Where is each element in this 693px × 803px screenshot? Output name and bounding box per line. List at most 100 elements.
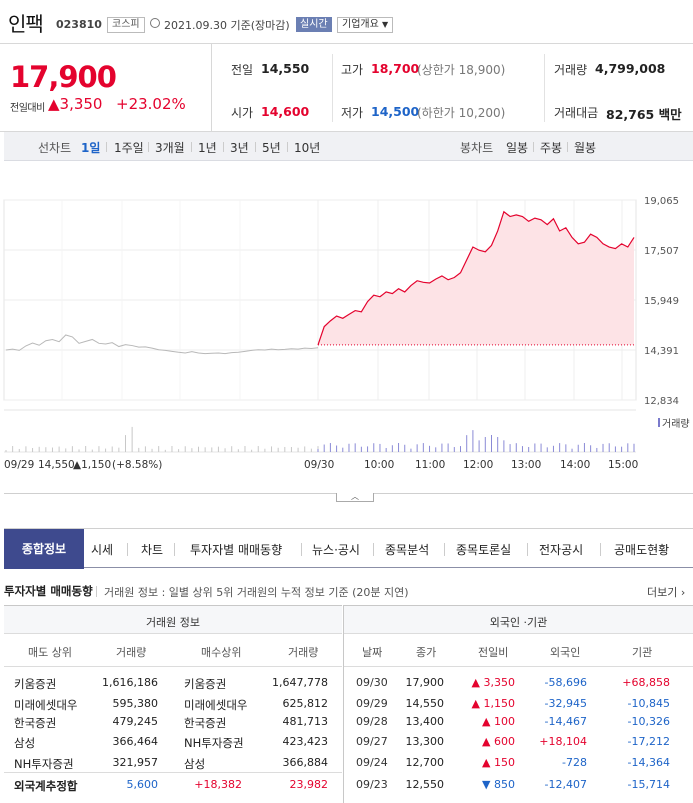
foreign-change: ▲ 1,150 (471, 697, 515, 710)
foreign-net: -12,407 (544, 778, 587, 791)
market-badge: 코스피 (107, 17, 145, 33)
foreign-date: 09/28 (356, 715, 388, 728)
chart-grid (3, 199, 637, 401)
tab-10year[interactable]: 10년 (294, 141, 321, 155)
foreign-change: ▲ 3,350 (471, 676, 515, 689)
stock-header: 인팩 023810 코스피 2021.09.30 기준(장마감) 실시간 기업개… (0, 0, 693, 44)
amount-label: 거래대금 (554, 106, 599, 120)
foreign-total-sell: 5,600 (126, 778, 159, 791)
change-amount: ▲3,350 (48, 95, 103, 113)
y-tick-label: 12,834 (644, 396, 679, 407)
volume-legend-swatch (658, 418, 660, 427)
sell-volume: 321,957 (112, 756, 159, 769)
y-tick-label: 14,391 (644, 346, 679, 357)
tab-news[interactable]: 뉴스·공시 (312, 543, 360, 557)
institution-net: -10,326 (627, 715, 670, 728)
tab-quotes[interactable]: 시세 (91, 543, 114, 557)
foreign-date: 09/30 (356, 676, 388, 689)
tab-overview[interactable]: 종합정보 (4, 529, 84, 569)
broker-header: 거래원 정보 (4, 605, 342, 634)
price-summary: 17,900 전일대비 ▲3,350 +23.02% 전일 14,550 시가 … (0, 44, 693, 132)
divider (600, 543, 601, 556)
chevron-down-icon: ▼ (382, 20, 389, 29)
intraday-price-chart: 19,065 17,507 15,949 14,391 12,834 (3, 196, 679, 453)
tab-weekly-candle[interactable]: 주봉 (540, 141, 563, 155)
prev-day-close: 14,550 (38, 459, 75, 471)
buy-volume: 481,713 (282, 715, 329, 728)
x-tick-label: 14:00 (560, 459, 591, 471)
prev-close-value: 14,550 (261, 61, 310, 76)
sell-broker-name: NH투자증권 (14, 757, 74, 771)
foreign-close: 12,550 (405, 778, 445, 791)
foreign-change: ▲ 600 (482, 735, 515, 748)
foreign-net: -58,696 (544, 676, 587, 689)
x-tick-label: 09/30 (304, 459, 335, 471)
foreign-change: ▲ 150 (482, 756, 515, 769)
tab-1year[interactable]: 1년 (198, 141, 217, 155)
buy-broker-name: NH투자증권 (184, 736, 244, 750)
divider (567, 142, 568, 152)
volume-legend-label: 거래량 (662, 419, 690, 430)
divider (223, 142, 224, 152)
tab-discussion[interactable]: 종목토론실 (456, 543, 512, 557)
sell-broker-name: 한국증권 (14, 716, 57, 730)
foreign-close: 17,900 (405, 676, 445, 689)
tab-3year[interactable]: 3년 (230, 141, 249, 155)
col-close: 종가 (416, 646, 437, 659)
sell-volume: 1,616,186 (102, 676, 158, 689)
candle-chart-label: 봉차트 (460, 141, 494, 155)
open-label: 시가 (231, 106, 254, 120)
divider (106, 142, 107, 152)
x-tick-label: 12:00 (463, 459, 494, 471)
divider (544, 54, 545, 122)
institution-net: -14,364 (627, 756, 670, 769)
foreign-header: 외국인 ·기관 (344, 605, 693, 634)
tab-chart[interactable]: 차트 (141, 543, 164, 557)
tab-short-selling[interactable]: 공매도현황 (614, 543, 670, 557)
divider (148, 142, 149, 152)
tab-5year[interactable]: 5년 (262, 141, 281, 155)
foreign-close: 14,550 (405, 697, 445, 710)
more-link[interactable]: 더보기 › (647, 584, 685, 600)
tab-3month[interactable]: 3개월 (155, 141, 185, 155)
lower-limit: (하한가 10,200) (417, 106, 506, 120)
institution-net: +68,858 (622, 676, 670, 689)
foreign-change: ▼ 850 (482, 778, 515, 791)
tab-disclosure[interactable]: 전자공시 (539, 543, 584, 557)
tab-investor-trends[interactable]: 투자자별 매매동향 (190, 543, 283, 557)
sell-volume: 479,245 (112, 715, 159, 728)
tab-daily-candle[interactable]: 일봉 (506, 141, 529, 155)
broker-column-headers: 매도 상위 거래량 매수상위 거래량 (4, 634, 342, 667)
section-description: 거래원 정보 : 일별 상위 5위 거래원의 누적 정보 기준 (20분 지연) (104, 586, 409, 599)
foreign-total-buy: 23,982 (289, 778, 329, 791)
x-tick-label: 13:00 (511, 459, 542, 471)
tab-1day[interactable]: 1일 (81, 141, 101, 155)
company-info-button[interactable]: 기업개요 ▼ (337, 17, 394, 33)
sell-broker-name: 키움증권 (14, 677, 57, 691)
foreign-net: -728 (562, 756, 587, 769)
prev-close-label: 전일 (231, 63, 254, 77)
main-tabs: 종합정보 시세 차트 투자자별 매매동향 뉴스·공시 종목분석 종목토론실 전자… (4, 528, 693, 569)
realtime-button[interactable]: 실시간 (296, 17, 332, 32)
tab-analysis[interactable]: 종목분석 (385, 543, 430, 557)
divider (373, 543, 374, 556)
y-axis-labels: 19,065 17,507 15,949 14,391 12,834 (644, 196, 679, 407)
foreign-date: 09/23 (356, 778, 388, 791)
collapse-chart-button[interactable]: ︿ (336, 493, 374, 502)
tab-monthly-candle[interactable]: 월봉 (574, 141, 597, 155)
col-sell-top: 매도 상위 (28, 646, 72, 659)
divider (127, 543, 128, 556)
divider (255, 142, 256, 152)
institution-net: -17,212 (627, 735, 670, 748)
sell-broker-name: 미래에셋대우 (14, 698, 78, 712)
buy-broker-name: 키움증권 (184, 677, 227, 691)
price-box: 17,900 전일대비 ▲3,350 +23.02% (0, 44, 212, 132)
change-label: 전일대비 (10, 103, 45, 114)
x-tick-label: 10:00 (364, 459, 395, 471)
foreign-total-net: +18,382 (194, 778, 242, 791)
change-percent: +23.02% (116, 95, 186, 113)
tab-1week[interactable]: 1주일 (114, 141, 144, 155)
chart-period-tabs: 선차트 1일 1주일 3개월 1년 3년 5년 10년 봉차트 일봉 주봉 월봉 (4, 132, 693, 161)
divider (301, 543, 302, 556)
col-foreign: 외국인 (550, 646, 581, 659)
